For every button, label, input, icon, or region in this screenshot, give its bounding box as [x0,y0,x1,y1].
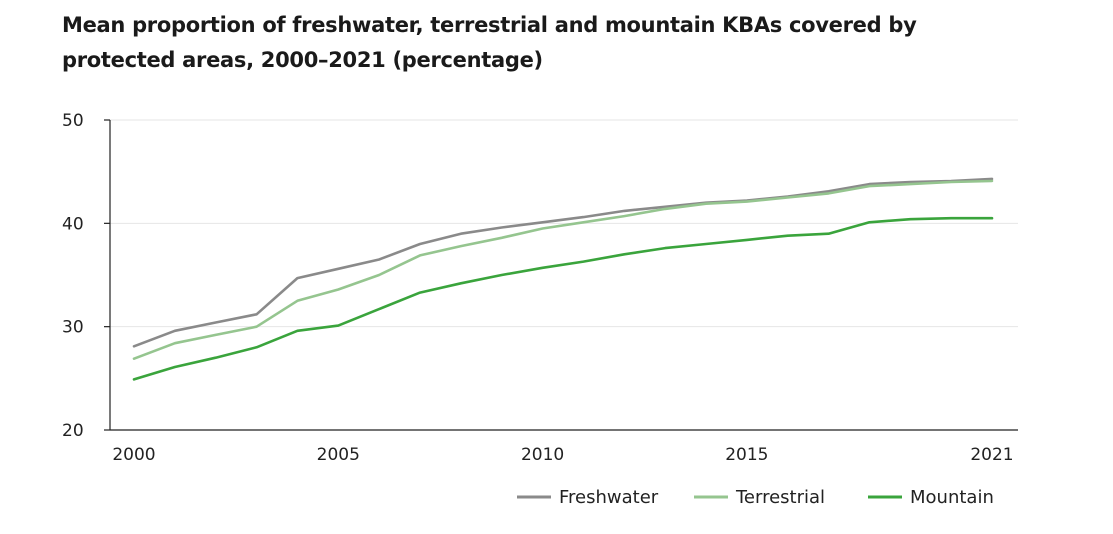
legend-label-freshwater: Freshwater [559,487,659,508]
x-tick-label-2010: 2010 [521,445,564,465]
y-tick-label-20: 20 [62,421,84,441]
chart-title-line-1: Mean proportion of freshwater, terrestri… [62,13,917,37]
chart-title: Mean proportion of freshwater, terrestri… [62,8,1062,78]
x-tick-label-2015: 2015 [725,445,768,465]
chart-title-line-2: protected areas, 2000–2021 (percentage) [62,48,543,72]
x-tick-label-2000: 2000 [112,445,155,465]
legend-label-terrestrial: Terrestrial [735,487,825,508]
y-tick-label-50: 50 [62,111,84,131]
x-tick-label-2021: 2021 [970,445,1013,465]
series-line-freshwater [132,177,994,348]
y-tick-label-40: 40 [62,214,84,234]
series-line-mountain [132,216,994,381]
y-tick-label-30: 30 [62,318,84,338]
x-tick-label-2005: 2005 [317,445,360,465]
series-line-terrestrial [132,179,994,361]
legend-label-mountain: Mountain [910,487,994,508]
